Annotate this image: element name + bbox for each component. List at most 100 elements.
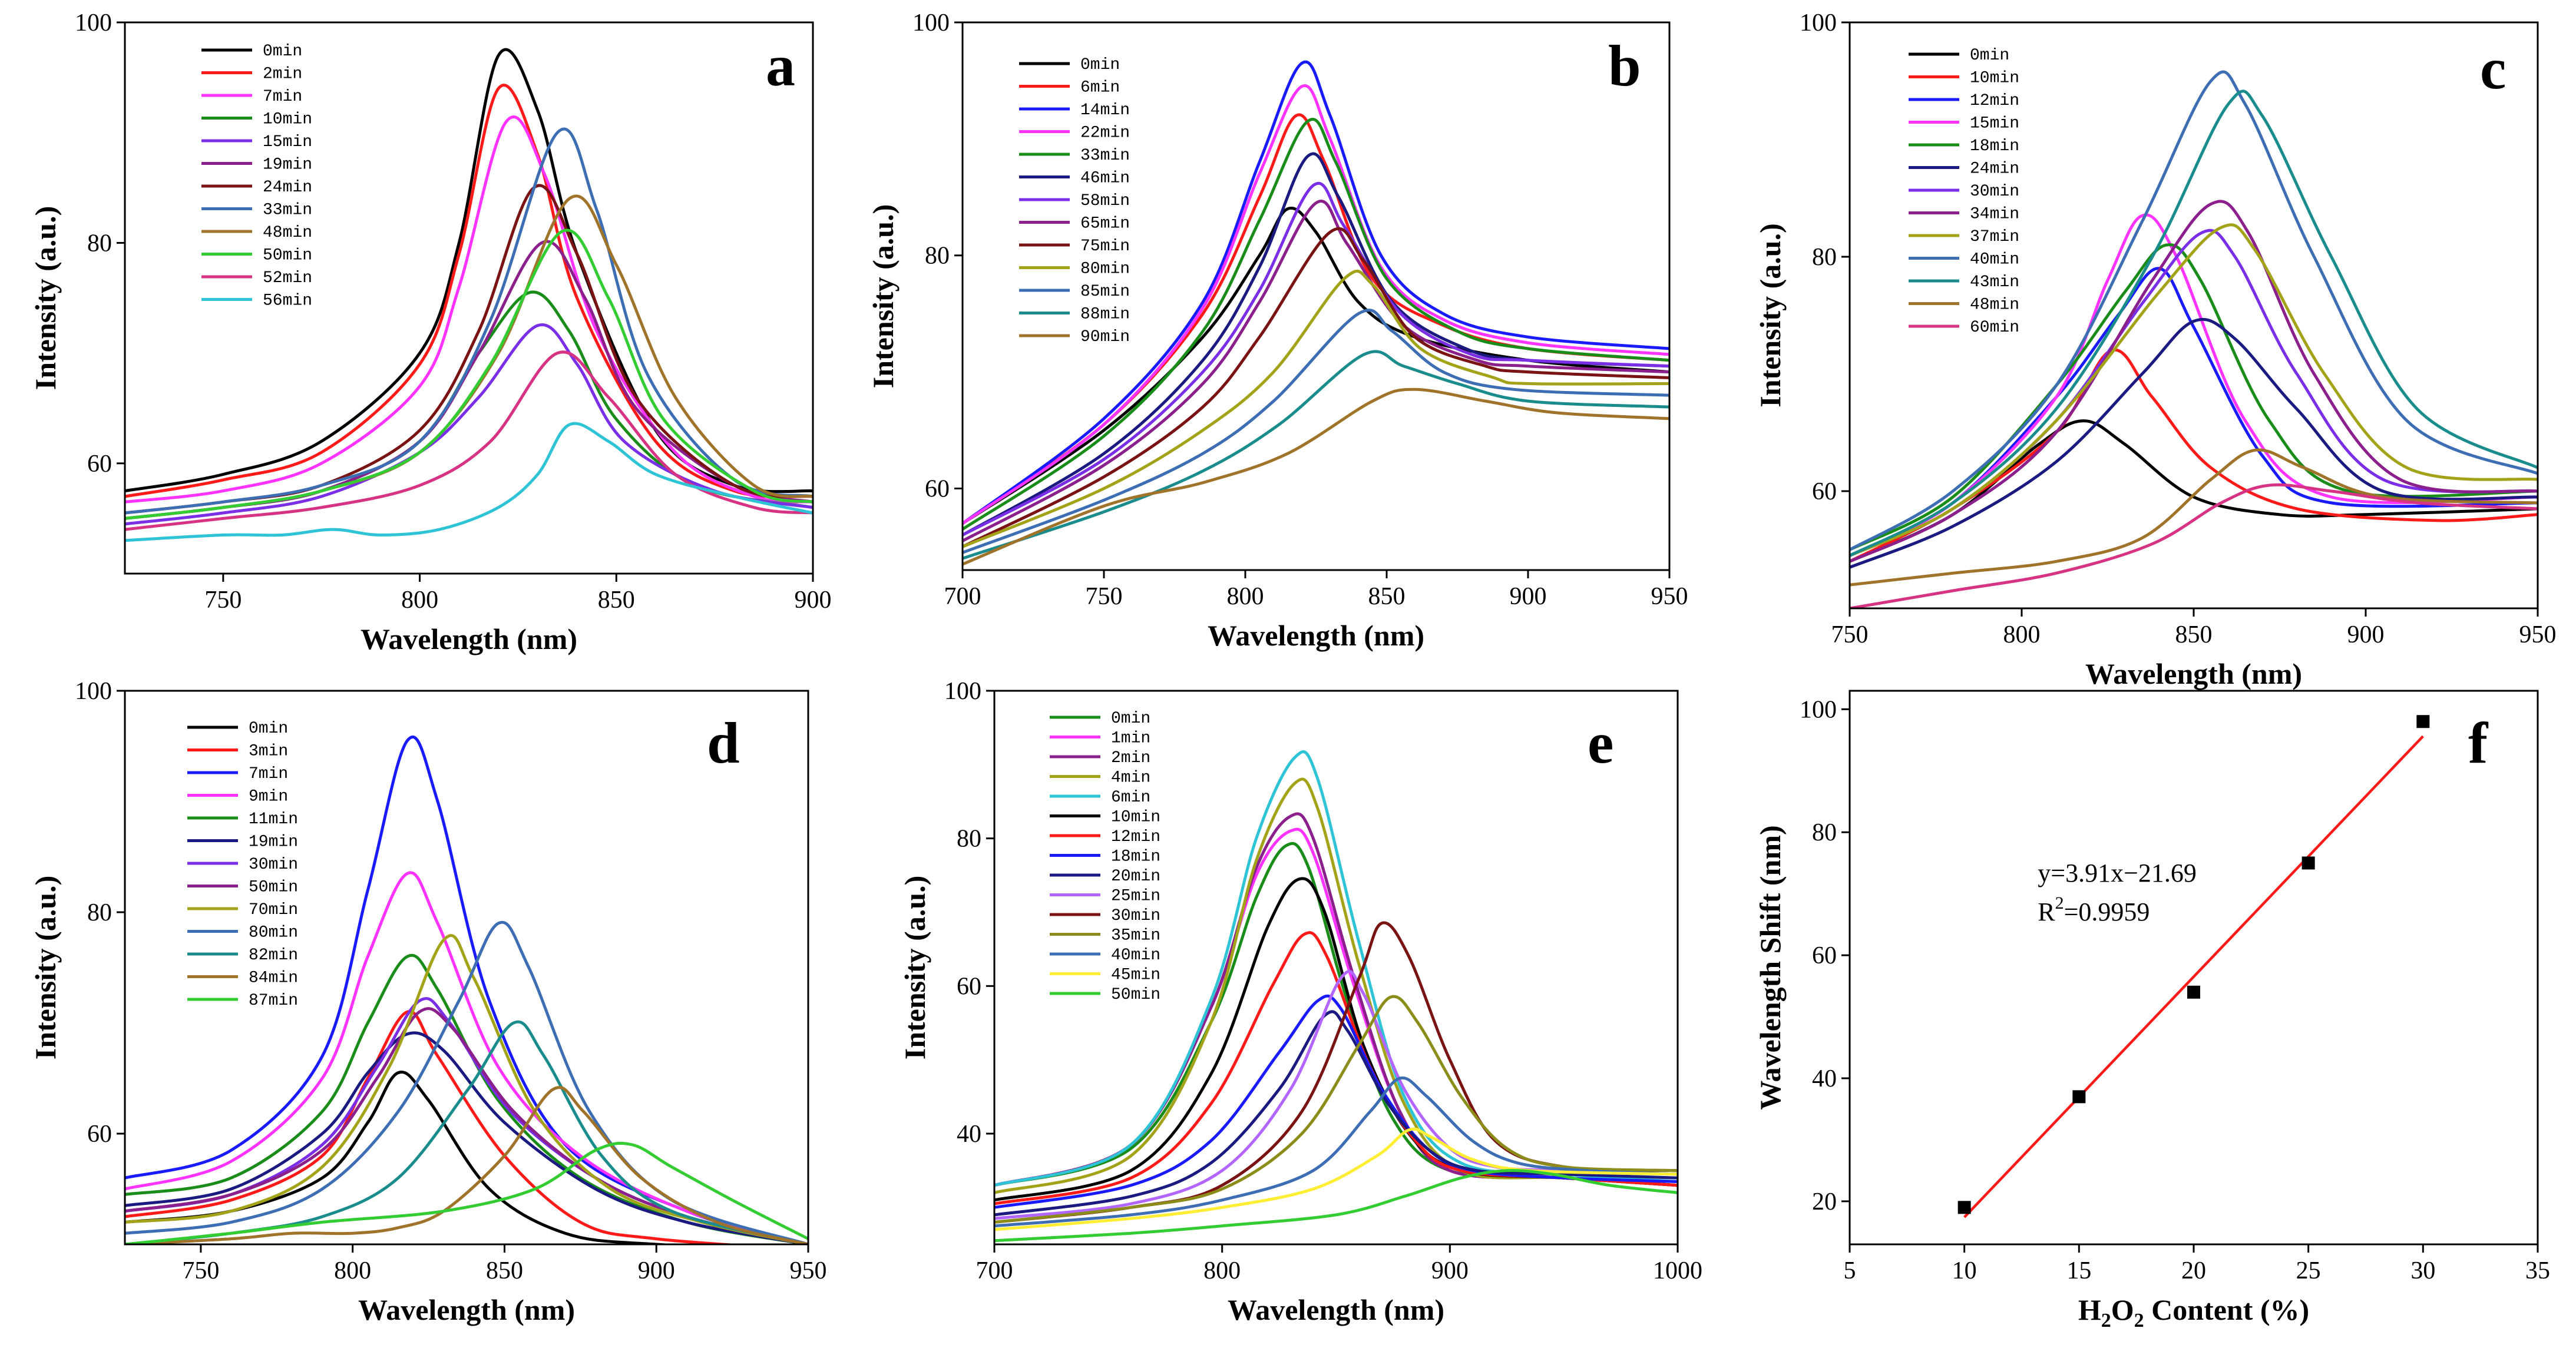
y-axis-label: Wavelength Shift (nm) (1754, 825, 1787, 1109)
legend: 0min 10min 12min 15min 18min 24min 30min 34min 3… (1909, 47, 2019, 337)
legend-entry: 56min (263, 292, 312, 310)
series-line-56min (125, 422, 813, 542)
x-tick-label: 900 (795, 587, 832, 614)
panel-c: 750 800 850 900 950 60 80 100 Wavelength (nm) Int… (1754, 9, 2557, 690)
x-tick-label: 850 (1368, 583, 1406, 610)
x-tick-label: 1000 (1653, 1257, 1702, 1284)
series-group (1850, 70, 2538, 608)
legend-entry: 12min (1111, 828, 1160, 846)
y-tick-label: 40 (1812, 1065, 1837, 1092)
plot-frame (1848, 690, 2539, 1246)
x-tick-label: 800 (401, 587, 438, 614)
series-line-18min (1850, 243, 2538, 551)
series-group (963, 60, 1669, 566)
series-line-19min (125, 1031, 808, 1244)
legend-entry: 15min (1970, 115, 2019, 133)
legend-entry: 3min (249, 743, 288, 761)
y-tick-label: 60 (1812, 478, 1837, 505)
x-axis-label: Wavelength (nm) (1228, 1293, 1444, 1326)
data-point-25 (2301, 856, 2315, 870)
legend-entry: 30min (1970, 183, 2019, 201)
series-line-0min (125, 1071, 684, 1244)
xlabel-part: O (2111, 1293, 2134, 1326)
plot-frame (124, 690, 809, 1246)
fit-line (1963, 735, 2424, 1218)
legend-entry: 11min (249, 810, 298, 829)
legend-entry: 37min (1970, 228, 2019, 246)
legend-entry: 1min (1111, 730, 1150, 748)
panel-letter: a (766, 33, 795, 98)
legend-entry: 6min (1111, 789, 1150, 807)
series-line-33min (963, 118, 1669, 531)
legend-entry: 10min (1111, 809, 1160, 827)
data-point-20 (2187, 985, 2200, 999)
y-tick-label: 80 (957, 826, 981, 853)
series-line-37min (1850, 223, 2538, 557)
y-tick-label: 100 (912, 9, 950, 37)
x-tick-label: 5 (1844, 1257, 1856, 1284)
legend-entry: 84min (249, 969, 298, 988)
legend-entry: 75min (1080, 237, 1130, 256)
legend-entry: 9min (249, 788, 288, 806)
series-line-46min (963, 152, 1669, 536)
x-tick-label: 800 (1227, 583, 1264, 610)
legend-entry: 30min (1111, 907, 1160, 925)
series-line-65min (963, 200, 1669, 542)
legend-entry: 7min (249, 765, 288, 783)
series-line-18min (994, 994, 1678, 1209)
panel-letter: c (2480, 36, 2506, 101)
series-line-80min (963, 269, 1669, 548)
panel-d: 750 800 850 900 950 60 80 100 Wavelength (nm) Int… (29, 678, 827, 1326)
series-line-2min (125, 84, 813, 499)
legend: 0min 6min 14min 22min 33min 46min 58min 65min 75… (1019, 56, 1130, 346)
series-line-6min (994, 750, 1678, 1187)
x-tick-label: 750 (182, 1257, 219, 1284)
y-tick-label: 80 (925, 243, 950, 270)
series-line-0min (125, 48, 813, 493)
series-line-24min (1850, 317, 2538, 569)
legend-entry: 0min (263, 42, 302, 61)
legend-entry: 58min (1080, 192, 1130, 210)
x-tick-label: 750 (1086, 583, 1123, 610)
x-tick-label: 750 (204, 587, 242, 614)
y-axis-label: Intensity (a.u.) (1754, 223, 1787, 408)
series-line-22min (963, 84, 1669, 525)
y-tick-label: 60 (957, 973, 981, 1000)
series-line-10min (1850, 348, 2538, 563)
y-axis-label: Intensity (a.u.) (29, 876, 62, 1060)
legend-entry: 2min (1111, 749, 1150, 767)
legend-entry: 22min (1080, 124, 1130, 143)
x-tick-label: 800 (1203, 1257, 1241, 1284)
x-tick-label: 950 (1651, 583, 1688, 610)
series-line-1min (994, 827, 1678, 1187)
legend-entry: 25min (1111, 887, 1160, 906)
legend-entry: 24min (263, 178, 312, 197)
y-tick-label: 100 (944, 678, 981, 705)
legend-entry: 48min (263, 224, 312, 242)
r2-superscript: 2 (2055, 893, 2064, 913)
legend: 0min 2min 7min 10min 15min 19min 24min 33min 48m… (201, 42, 312, 310)
series-line-33min (125, 127, 813, 515)
series-group (994, 750, 1678, 1243)
y-axis-label: Intensity (a.u.) (29, 206, 62, 390)
r2-prefix: R (2038, 897, 2055, 926)
panel-letter: d (707, 710, 740, 776)
legend-entry: 48min (1970, 296, 2019, 314)
series-line-50min (994, 1168, 1678, 1243)
x-axis-label: Wavelength (nm) (1208, 619, 1424, 652)
x-tick-label: 900 (1510, 583, 1547, 610)
series-line-34min (1850, 200, 2538, 563)
series-group (125, 736, 808, 1244)
series-line-20min (994, 1010, 1678, 1217)
data-point-30 (2416, 715, 2430, 728)
x-tick-label: 950 (790, 1257, 827, 1284)
x-tick-label: 10 (1952, 1257, 1977, 1284)
x-axis-label: H2O2 Content (%) (2078, 1293, 2309, 1331)
y-tick-label: 80 (87, 230, 112, 257)
y-tick-label: 20 (1812, 1188, 1837, 1215)
y-tick-label: 80 (1812, 244, 1837, 271)
panel-letter: e (1588, 710, 1613, 776)
y-tick-label: 60 (87, 451, 112, 478)
